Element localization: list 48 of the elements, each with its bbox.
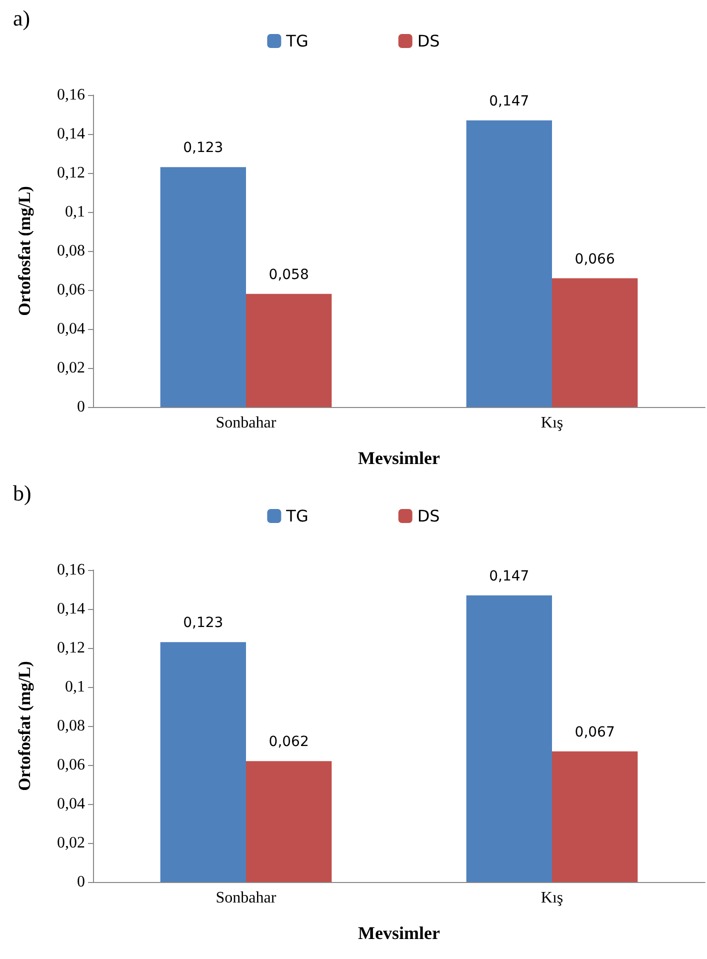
data-label: 0,147 <box>489 93 530 110</box>
x-tick-label: Sonbahar <box>216 414 277 432</box>
bar <box>552 751 638 882</box>
data-label: 0,067 <box>574 724 615 740</box>
x-tick-label: Kış <box>540 890 564 906</box>
y-tick-label: 0,04 <box>57 320 85 338</box>
legend-label: DS <box>417 32 440 50</box>
y-tick-label: 0,14 <box>57 600 85 618</box>
y-axis-title: Ortofosfat (mg/L) <box>15 661 34 791</box>
data-label: 0,123 <box>183 140 224 156</box>
bar <box>466 120 552 407</box>
y-tick-label: 0,06 <box>57 756 85 774</box>
y-tick-label: 0,1 <box>65 678 85 696</box>
y-tick-label: 0,02 <box>57 360 85 376</box>
data-label: 0,123 <box>183 615 224 632</box>
legend-label: TG <box>285 506 308 526</box>
bar <box>246 761 332 882</box>
y-tick-label: 0,14 <box>57 126 85 142</box>
data-label: 0,066 <box>574 251 615 268</box>
x-tick-label: Sonbahar <box>216 890 277 906</box>
x-axis-title: Mevsimler <box>358 923 440 943</box>
y-tick-label: 0,12 <box>57 164 85 182</box>
bar <box>160 642 246 882</box>
y-tick-label: 0,08 <box>57 242 85 260</box>
chart-title: a) <box>13 6 30 30</box>
y-tick-label: 0,16 <box>57 86 85 104</box>
bar <box>552 278 638 407</box>
y-tick-label: 0,16 <box>57 562 85 578</box>
legend-label: TG <box>285 32 308 50</box>
y-axis-title: Ortofosfat (mg/L) <box>15 186 34 316</box>
x-tick-label: Kış <box>540 414 564 432</box>
y-tick-label: 0,06 <box>57 282 85 298</box>
y-tick-label: 0 <box>77 874 85 890</box>
y-tick-label: 0,04 <box>57 796 85 812</box>
y-tick-label: 0,12 <box>57 640 85 656</box>
chart-title: b) <box>13 480 32 506</box>
bar <box>160 167 246 407</box>
y-tick-label: 0,08 <box>57 718 85 734</box>
bar <box>466 595 552 882</box>
data-label: 0,062 <box>268 734 309 750</box>
y-tick-label: 0,1 <box>65 204 85 220</box>
legend-label: DS <box>417 506 440 526</box>
y-tick-label: 0 <box>77 398 85 416</box>
data-label: 0,058 <box>268 266 309 283</box>
bar <box>246 294 332 407</box>
y-tick-label: 0,02 <box>57 834 85 852</box>
data-label: 0,147 <box>489 568 530 584</box>
x-axis-title: Mevsimler <box>358 448 440 468</box>
